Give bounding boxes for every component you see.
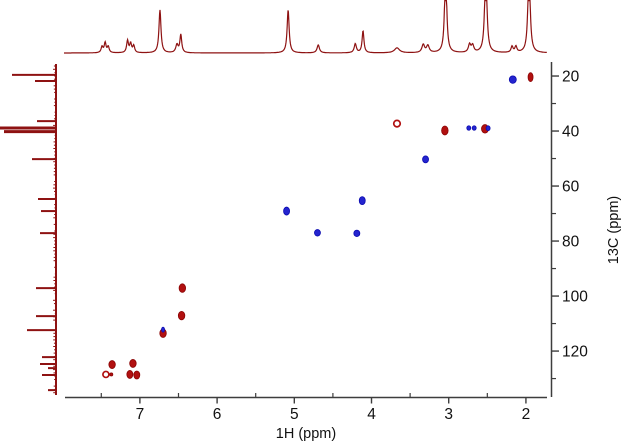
cross-peak-blue <box>353 229 361 238</box>
x-axis: 7 6 5 4 3 2 <box>65 393 547 423</box>
y-tick-label: 120 <box>562 344 588 361</box>
cross-peak-red <box>133 370 141 380</box>
cross-peak-red <box>129 359 137 368</box>
h1-proton-trace-top <box>64 0 547 54</box>
y-tick-label: 100 <box>562 289 588 306</box>
cross-peak-blue <box>471 125 477 131</box>
cross-peak-red <box>527 72 534 83</box>
y-tick-label: 40 <box>562 124 580 141</box>
cross-peak-blue <box>508 75 517 84</box>
cross-peak-red <box>102 370 110 379</box>
cross-peak-red <box>392 119 402 128</box>
cross-peak-red <box>441 125 449 136</box>
x-axis-title: 1H (ppm) <box>276 426 336 442</box>
cross-peak-blue <box>422 155 429 164</box>
x-tick-label: 3 <box>444 406 453 423</box>
cross-peak-blue <box>283 206 290 216</box>
y-tick-label: 80 <box>562 234 580 251</box>
c13-carbon-trace-left <box>0 64 57 395</box>
x-tick-label: 7 <box>136 406 145 423</box>
x-tick-label: 6 <box>213 406 222 423</box>
cross-peak-red <box>126 370 134 379</box>
cross-peak-blue <box>358 196 366 206</box>
cross-peak-red <box>178 283 187 293</box>
cross-peak-red <box>108 360 116 369</box>
y-axis-title: 13C (ppm) <box>606 196 622 265</box>
x-tick-label: 4 <box>367 406 376 423</box>
y-axis: 20 40 60 80 100 120 <box>550 62 588 397</box>
y-tick-label: 20 <box>562 69 580 86</box>
cross-peak-blue <box>466 125 472 131</box>
cross-peak-blue <box>485 125 491 132</box>
x-tick-label: 5 <box>290 406 299 423</box>
cross-peak-red <box>109 372 114 377</box>
h1-trace-curve <box>64 0 547 54</box>
cross-peak-red <box>177 310 186 321</box>
x-tick-label: 2 <box>522 406 531 423</box>
y-tick-label: 60 <box>562 179 580 196</box>
cross-peak-blue <box>314 229 321 237</box>
cross-peaks <box>102 72 534 380</box>
cross-peak-blue <box>161 326 165 333</box>
